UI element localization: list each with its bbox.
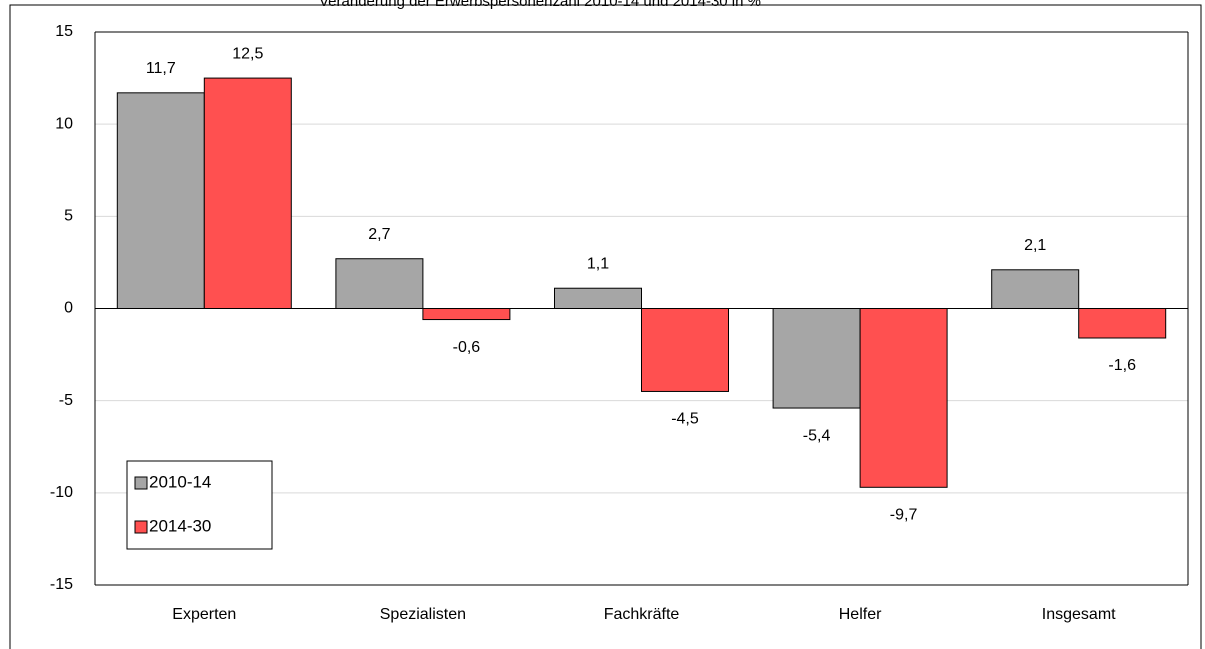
- value-label: 12,5: [232, 45, 263, 62]
- bar: [203, 77, 292, 310]
- y-tick-label: -10: [50, 484, 73, 501]
- value-label: -9,7: [890, 507, 918, 524]
- value-label: 1,1: [587, 255, 609, 272]
- value-label: -5,4: [803, 427, 831, 444]
- bar: [335, 258, 424, 310]
- bar: [772, 308, 861, 409]
- x-tick-label: Experten: [172, 606, 236, 623]
- legend-swatch: [134, 520, 148, 534]
- bar: [422, 308, 511, 321]
- bar: [641, 308, 729, 392]
- x-tick-label: Insgesamt: [1042, 606, 1116, 623]
- x-tick-label: Fachkräfte: [604, 606, 680, 623]
- value-label: -4,5: [671, 411, 699, 428]
- value-label: 2,7: [368, 226, 390, 243]
- chart-title: Veränderung der Erwerbspersonenzahl 2010…: [319, 0, 761, 10]
- legend-swatch: [134, 476, 148, 490]
- value-label: 11,7: [146, 60, 176, 77]
- x-tick-label: Helfer: [839, 606, 882, 623]
- value-label: 2,1: [1024, 237, 1046, 254]
- y-tick-label: 10: [55, 115, 73, 132]
- x-tick-label: Spezialisten: [380, 606, 466, 623]
- legend-box: [126, 460, 273, 550]
- legend-label: 2010-14: [149, 472, 211, 491]
- bar: [116, 92, 205, 309]
- y-tick-label: 5: [64, 208, 73, 225]
- bar: [859, 308, 948, 488]
- y-tick-label: -5: [59, 392, 73, 409]
- y-tick-label: 15: [55, 23, 73, 40]
- bar: [1078, 308, 1167, 339]
- bar: [991, 269, 1080, 310]
- chart-frame: [9, 4, 1202, 649]
- y-tick-label: -15: [50, 576, 73, 593]
- legend-label: 2014-30: [149, 516, 211, 535]
- value-label: -1,6: [1108, 357, 1136, 374]
- y-tick-label: 0: [64, 300, 73, 317]
- value-label: -0,6: [453, 339, 481, 356]
- bar: [554, 287, 642, 309]
